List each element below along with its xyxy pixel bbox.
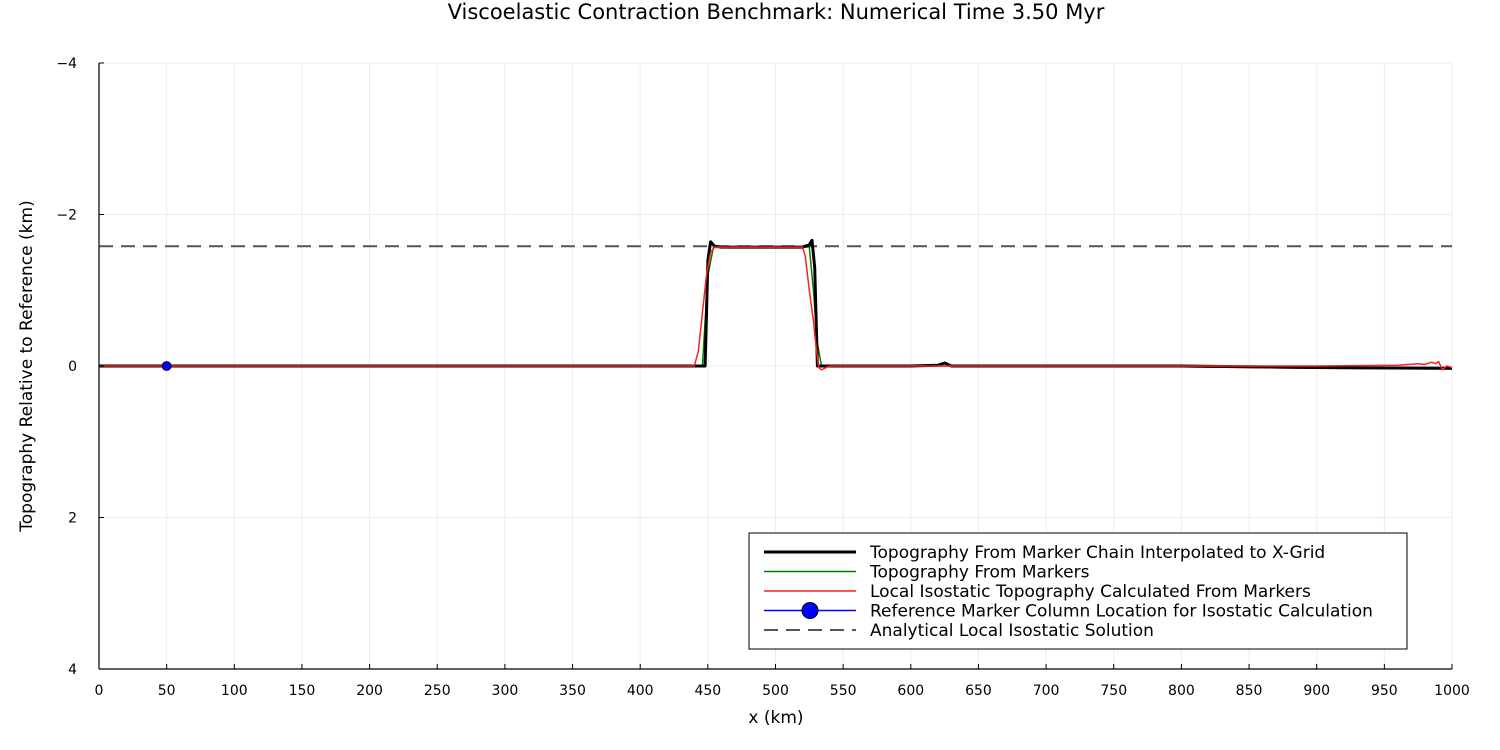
legend-label: Reference Marker Column Location for Iso…: [870, 602, 1373, 622]
legend: Topography From Marker Chain Interpolate…: [748, 532, 1408, 650]
x-tick-label: 650: [965, 683, 992, 699]
y-tick-label: −4: [56, 56, 77, 72]
x-tick-label: 750: [1100, 683, 1127, 699]
x-tick-label: 250: [424, 683, 451, 699]
y-tick-labels: −4 −2 0 2 4: [56, 56, 104, 678]
x-tick-label: 800: [1168, 683, 1195, 699]
x-tick-label: 100: [221, 683, 248, 699]
series-layer: [99, 238, 1453, 371]
y-tick-label: 4: [68, 662, 77, 678]
x-tick-label: 900: [1303, 683, 1330, 699]
legend-label: Topography From Markers: [869, 563, 1090, 583]
x-tick-label: 500: [762, 683, 789, 699]
x-axis-label: x (km): [748, 708, 803, 728]
legend-label: Local Isostatic Topography Calculated Fr…: [870, 582, 1311, 602]
x-tick-label: 600: [897, 683, 924, 699]
y-tick-label: 2: [68, 511, 77, 527]
x-tick-label: 850: [1236, 683, 1263, 699]
x-tick-label: 400: [627, 683, 654, 699]
x-tick-label: 200: [356, 683, 383, 699]
x-tick-label: 50: [158, 683, 176, 699]
x-tick-label: 150: [289, 683, 316, 699]
legend-box: [748, 532, 1408, 650]
x-tick-labels: 0 50 100 150 200 250 300 350 400 450 500 550 600 650 7…: [95, 664, 1470, 699]
reference-marker-point: [161, 361, 172, 371]
legend-marker-icon: [801, 602, 819, 619]
y-tick-label: 0: [68, 359, 77, 375]
x-tick-label: 300: [492, 683, 519, 699]
x-tick-label: 950: [1371, 683, 1398, 699]
x-tick-label: 700: [1033, 683, 1060, 699]
y-axis-label: Topography Relative to Reference (km): [17, 200, 37, 532]
y-tick-label: −2: [56, 208, 77, 224]
legend-label: Topography From Marker Chain Interpolate…: [869, 543, 1325, 563]
x-tick-label: 1000: [1434, 683, 1470, 699]
legend-label: Analytical Local Isostatic Solution: [870, 621, 1154, 641]
x-tick-label: 0: [95, 683, 104, 699]
x-tick-label: 550: [830, 683, 857, 699]
x-tick-label: 350: [559, 683, 586, 699]
chart-title: Viscoelastic Contraction Benchmark: Nume…: [448, 0, 1105, 24]
series-line: [99, 246, 1453, 371]
x-tick-label: 450: [694, 683, 721, 699]
